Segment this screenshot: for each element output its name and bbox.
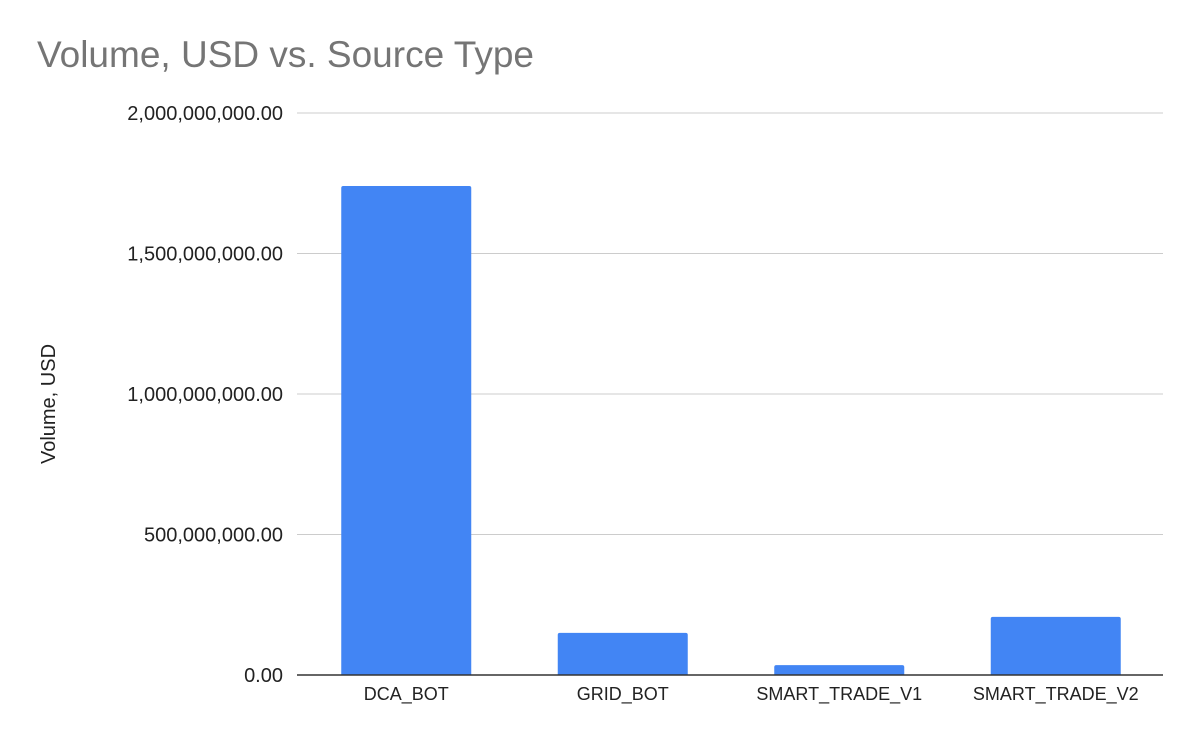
x-tick-label: GRID_BOT [577, 684, 669, 705]
y-tick-label: 1,500,000,000.00 [127, 244, 283, 266]
y-tick-label: 0.00 [244, 665, 283, 687]
bars [341, 186, 1121, 675]
x-tick-label: DCA_BOT [364, 684, 449, 705]
y-tick-label: 2,000,000,000.00 [127, 103, 283, 125]
bar-dca-bot [341, 186, 472, 675]
chart-title: Volume, USD vs. Source Type [37, 34, 534, 75]
y-tick-label: 500,000,000.00 [144, 525, 283, 547]
y-tick-label: 1,000,000,000.00 [127, 384, 283, 406]
bar-grid-bot [557, 632, 688, 675]
x-tick-label: SMART_TRADE_V1 [756, 684, 922, 705]
bar-smart-trade-v1 [774, 665, 905, 675]
bar-smart-trade-v2 [990, 616, 1121, 675]
axes: 0.00 500,000,000.00 1,000,000,000.00 1,500,… [127, 103, 1163, 705]
y-axis-title: Volume, USD [38, 344, 60, 464]
x-tick-label: SMART_TRADE_V2 [973, 684, 1139, 705]
